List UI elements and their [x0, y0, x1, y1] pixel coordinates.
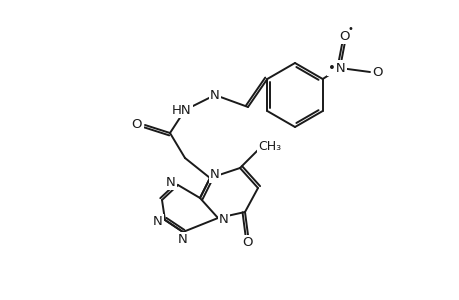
Text: O: O: [339, 29, 349, 43]
Text: O: O: [131, 118, 142, 131]
Text: N: N: [153, 215, 162, 229]
Text: N: N: [210, 88, 219, 101]
Text: N: N: [218, 214, 229, 226]
Text: N: N: [166, 176, 175, 188]
Text: CH₃: CH₃: [258, 140, 281, 154]
Text: O: O: [372, 65, 382, 79]
Text: HN: HN: [172, 103, 191, 116]
Text: N: N: [178, 233, 187, 247]
Text: O: O: [242, 236, 253, 250]
Text: •: •: [346, 24, 352, 34]
Text: N: N: [210, 169, 219, 182]
Text: •N: •N: [327, 61, 345, 74]
